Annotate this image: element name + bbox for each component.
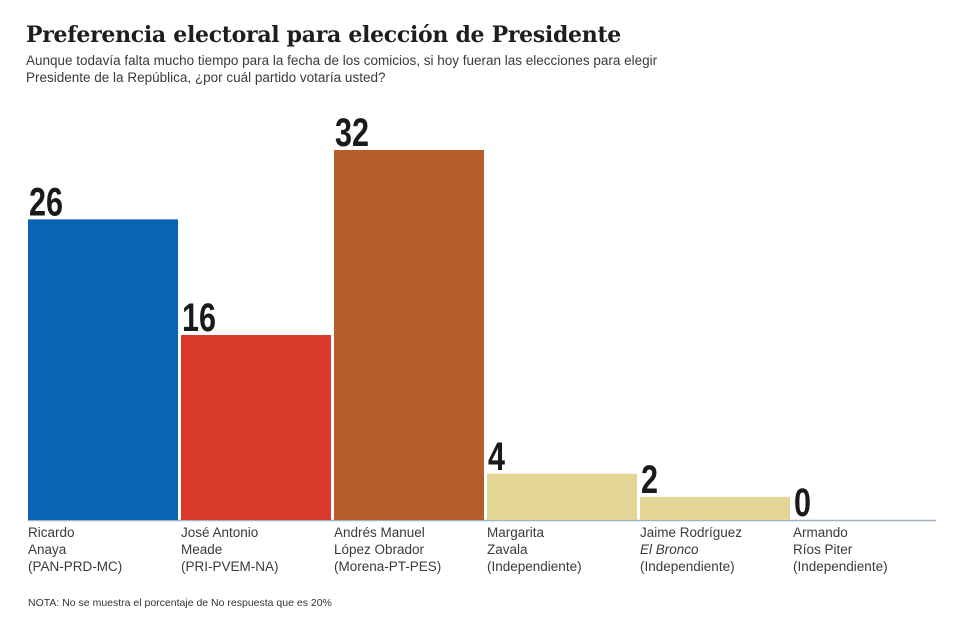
category-label-line: Zavala [487, 542, 528, 557]
data-label-3: 4 [488, 435, 506, 479]
category-label-4: Jaime Rodríguez El Bronco (Independiente) [640, 524, 790, 575]
category-label-line: López Obrador [334, 542, 425, 557]
category-label-line: Margarita [487, 525, 545, 540]
category-label-line: José Antonio [181, 525, 259, 540]
chart-subtitle: Aunque todavía falta mucho tiempo para l… [26, 53, 658, 85]
data-label-1: 16 [182, 296, 216, 340]
category-label-0: Ricardo Anaya (PAN-PRD-MC) [28, 524, 178, 575]
category-label-line: El Bronco [640, 542, 699, 557]
chart-title: Preferencia electoral para elección de P… [26, 22, 622, 48]
chart-note: NOTA: No se muestra el porcentaje de No … [28, 597, 332, 609]
category-label-line: Meade [181, 542, 223, 557]
bar-0 [28, 219, 178, 520]
bar-4 [640, 496, 790, 520]
category-label-5: Armando Ríos Piter (Independiente) [793, 524, 943, 575]
category-label-line: Jaime Rodríguez [640, 525, 743, 540]
category-label-line: Ríos Piter [793, 542, 853, 557]
data-label-4: 2 [641, 458, 658, 502]
category-label-1: José Antonio Meade (PRI-PVEM-NA) [181, 524, 331, 575]
data-label-0: 26 [29, 180, 63, 224]
category-label-line: Andrés Manuel [334, 525, 425, 540]
bar-1 [181, 335, 331, 520]
category-label-line: (PAN-PRD-MC) [28, 559, 123, 574]
category-label-line: (Independiente) [640, 559, 735, 574]
category-label-line: Ricardo [28, 525, 75, 540]
data-label-5: 0 [794, 481, 811, 525]
category-label-2: Andrés Manuel López Obrador (Morena-PT-PES… [334, 524, 484, 575]
category-label-line: (Independiente) [487, 559, 582, 574]
category-label-3: Margarita Zavala (Independiente) [487, 524, 637, 575]
category-label-line: Anaya [28, 542, 67, 557]
bar-3 [487, 473, 637, 520]
category-label-line: (Morena-PT-PES) [334, 559, 442, 574]
category-label-line: (Independiente) [793, 559, 888, 574]
data-label-2: 32 [335, 111, 369, 155]
category-label-line: (PRI-PVEM-NA) [181, 559, 279, 574]
bar-2 [334, 150, 484, 520]
category-label-line: Armando [793, 525, 848, 540]
